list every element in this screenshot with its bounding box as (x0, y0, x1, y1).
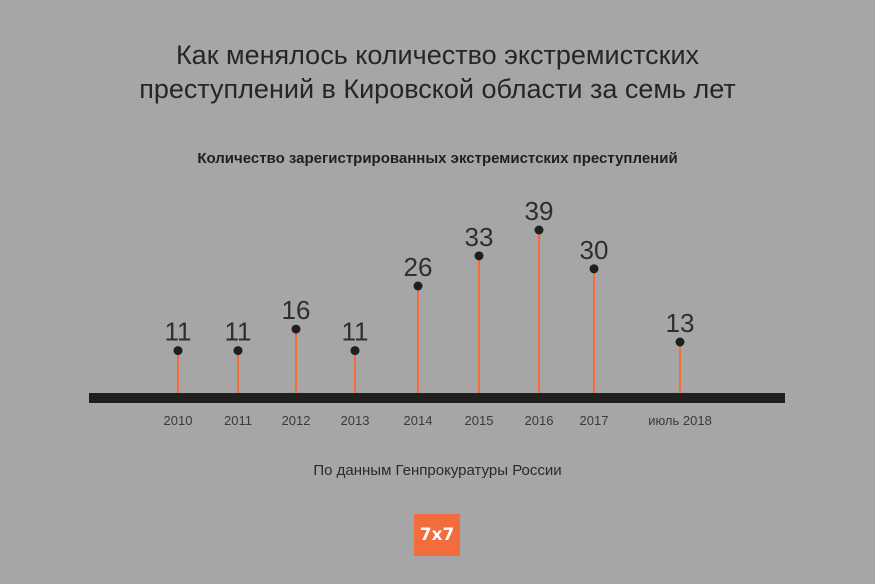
data-point-2014 (413, 281, 423, 291)
x-tick-label-июль 2018: июль 2018 (648, 413, 712, 428)
chart-title-line-1: Как менялось количество экстремистских (175, 40, 700, 70)
data-point-2013 (350, 346, 360, 356)
chart-title: Как менялось количество экстремистских п… (0, 38, 875, 106)
data-point-2017 (589, 264, 599, 274)
data-label-2010: 11 (165, 317, 192, 347)
x-tick-label-2011: 2011 (224, 413, 252, 428)
data-label-июль 2018: 13 (666, 308, 695, 338)
x-tick-label-2013: 2013 (341, 413, 370, 428)
chart-title-line-2: преступлений в Кировской области за семь… (139, 74, 736, 104)
baseline-axis (89, 393, 785, 403)
x-tick-label-2016: 2016 (525, 413, 554, 428)
x-tick-label-2015: 2015 (465, 413, 494, 428)
data-point-2011 (233, 346, 243, 356)
data-label-2015: 33 (465, 222, 494, 252)
data-point-2012 (291, 324, 301, 334)
x-tick-label-2017: 2017 (580, 413, 609, 428)
data-label-2016: 39 (525, 196, 554, 226)
data-label-2012: 16 (282, 295, 311, 325)
source-note: По данным Генпрокуратуры России (313, 462, 562, 479)
x-tick-label-2010: 2010 (164, 413, 193, 428)
data-label-2017: 30 (580, 235, 609, 265)
data-label-2011: 11 (225, 317, 252, 347)
data-label-2013: 11 (342, 317, 369, 347)
data-point-2010 (173, 346, 183, 356)
data-point-2016 (534, 225, 544, 235)
data-point-июль 2018 (675, 337, 685, 347)
x-tick-label-2012: 2012 (282, 413, 311, 428)
data-label-2014: 26 (404, 252, 433, 282)
brand-logo: 7x7 (414, 514, 460, 556)
chart-subtitle: Количество зарегистрированных экстремист… (197, 150, 678, 167)
x-tick-label-2014: 2014 (404, 413, 433, 428)
data-point-2015 (474, 251, 484, 261)
